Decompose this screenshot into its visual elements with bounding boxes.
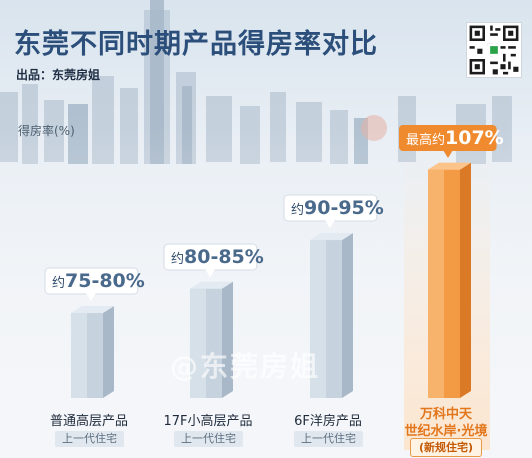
category-label-line: 世纪水岸·光境 xyxy=(404,424,488,439)
value-label-pointer xyxy=(443,150,453,158)
value-label-prefix: 约 xyxy=(171,252,184,267)
bar xyxy=(71,305,114,398)
bar xyxy=(190,281,233,398)
category-label: 6F洋房产品 xyxy=(263,410,393,429)
bar-side xyxy=(222,281,233,398)
generation-badge: 上一代住宅 xyxy=(294,431,363,447)
page-title: 东莞不同时期产品得房率对比 xyxy=(14,29,378,60)
category-label-line: 6F洋房产品 xyxy=(294,414,362,429)
bar-highlight-strip xyxy=(190,288,206,398)
qr-code-icon xyxy=(466,22,522,78)
new-generation-badge: (新规住宅) xyxy=(410,438,483,457)
value-label: 约90-95% xyxy=(283,194,384,228)
bar-side xyxy=(103,305,114,398)
bar-highlight-strip xyxy=(71,312,87,398)
category-label: 普通高层产品 xyxy=(24,410,154,429)
y-axis-label: 得房率(%) xyxy=(18,124,75,138)
value-label-prefix: 最高约 xyxy=(406,132,445,148)
generation-badge: 上一代住宅 xyxy=(55,431,124,447)
bar xyxy=(310,233,353,398)
bar-side xyxy=(342,233,353,398)
value-label-prefix: 约 xyxy=(291,203,304,218)
value-label-value: 80-85% xyxy=(184,246,264,268)
category-label: 万科中天世纪水岸·光境 xyxy=(381,406,511,440)
generation-badge: 上一代住宅 xyxy=(174,431,243,447)
value-label-value: 90-95% xyxy=(304,197,384,219)
value-label-box xyxy=(399,125,497,151)
bar-top xyxy=(190,281,233,289)
category-label-line: 普通高层产品 xyxy=(49,414,128,429)
value-label-value: 75-80% xyxy=(65,270,145,292)
bar-side xyxy=(460,162,471,398)
value-label-text: 约80-85% xyxy=(171,246,264,268)
bar-highlight xyxy=(428,162,471,398)
category-label: 17F小高层产品 xyxy=(143,410,273,429)
bar-highlight-strip xyxy=(310,240,326,398)
value-label: 最高约107% xyxy=(399,125,504,158)
value-label-text: 约90-95% xyxy=(291,197,384,219)
watermark: @东莞房姐 xyxy=(170,350,321,383)
category-label-line: 万科中天 xyxy=(419,407,472,422)
value-label-text: 约75-80% xyxy=(52,270,145,292)
publisher-credit: 出品：东莞房姐 xyxy=(16,68,101,82)
category-label-line: 17F小高层产品 xyxy=(163,414,253,429)
value-label-prefix: 约 xyxy=(52,276,65,291)
bar-highlight-strip xyxy=(428,169,444,398)
value-label-pointer xyxy=(86,293,96,301)
value-label: 约80-85% xyxy=(163,243,264,277)
bar-top xyxy=(71,305,114,313)
bar-top xyxy=(310,233,353,241)
value-label-pointer xyxy=(325,220,335,228)
value-label: 约75-80% xyxy=(44,267,145,301)
value-label-pointer xyxy=(205,269,215,277)
value-label-value: 107% xyxy=(445,127,504,149)
value-label-text: 最高约107% xyxy=(406,127,504,149)
bar-top xyxy=(428,162,471,170)
